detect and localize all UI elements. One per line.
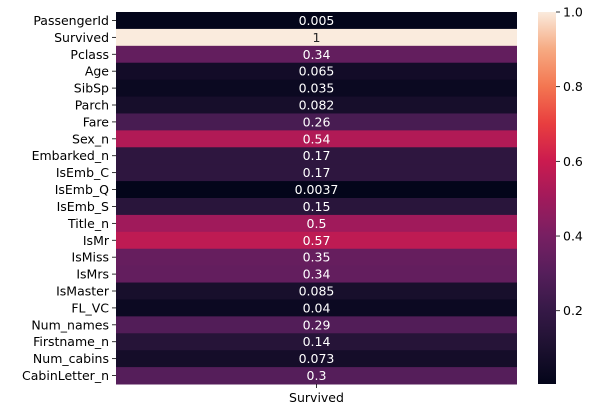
y-tick-label: Fare <box>83 114 110 129</box>
y-tick-label: FL_VC <box>71 300 109 315</box>
y-tick-label: Age <box>85 64 109 79</box>
cell-value-label: 0.15 <box>303 199 331 214</box>
heatmap-cell <box>116 12 517 30</box>
heatmap-cell <box>116 214 517 233</box>
heatmap-cell <box>116 299 517 317</box>
y-tick-label: IsEmb_S <box>57 199 109 214</box>
heatmap-cell <box>116 45 517 64</box>
cell-value-label: 0.17 <box>303 165 331 180</box>
cell-value-label: 0.54 <box>303 131 331 146</box>
cell-value-label: 0.35 <box>303 250 331 265</box>
y-tick-label: PassengerId <box>33 13 109 28</box>
heatmap-cell <box>116 147 517 165</box>
y-tick-label: IsEmb_Q <box>55 182 109 197</box>
cell-value-label: 0.3 <box>307 368 327 383</box>
cell-value-label: 0.34 <box>303 267 331 282</box>
heatmap-cell <box>116 181 517 199</box>
y-tick-label: IsMrs <box>76 267 109 282</box>
heatmap-cell <box>116 282 517 300</box>
colorbar-tick-label: 1.0 <box>563 5 583 20</box>
heatmap-cell <box>116 96 517 114</box>
y-tick-labels: PassengerId Survived Pclass Age SibSp ParchFa… <box>22 13 116 383</box>
y-tick-label: Embarked_n <box>32 148 109 163</box>
y-tick-label: CabinLetter_n <box>22 368 109 383</box>
heatmap-cell <box>116 316 517 334</box>
cell-value-label: 0.085 <box>299 284 335 299</box>
colorbar-tick-label: 0.6 <box>563 154 583 169</box>
cell-value-label: 0.035 <box>299 81 335 96</box>
colorbar-tick-label: 0.4 <box>563 229 583 244</box>
y-tick-label: Title_n <box>67 216 109 231</box>
colorbar-gradient <box>538 12 556 384</box>
heatmap-cell <box>116 350 517 368</box>
y-tick-label: Firstname_n <box>33 334 109 349</box>
heatmap-cell <box>116 62 517 81</box>
y-tick-label: IsEmb_C <box>56 165 109 180</box>
cell-value-label: 0.073 <box>299 351 335 366</box>
y-tick-label: Pclass <box>70 47 109 62</box>
y-tick-label: IsMr <box>83 233 110 248</box>
heatmap-cell <box>116 333 517 351</box>
heatmap-cell <box>116 198 517 216</box>
y-tick-label: Parch <box>75 98 109 113</box>
colorbar-tick-label: 0.2 <box>563 303 583 318</box>
colorbar-tick-label: 0.8 <box>563 79 583 94</box>
heatmap-cell <box>116 248 517 267</box>
cell-value-label: 0.04 <box>303 300 331 315</box>
y-tick-label: Sex_n <box>72 131 109 146</box>
cell-value-label: 0.0037 <box>295 182 339 197</box>
cell-value-label: 0.14 <box>303 334 331 349</box>
cell-value-label: 0.005 <box>299 13 335 28</box>
heatmap-cell <box>116 164 517 182</box>
y-tick-label: Num_cabins <box>33 351 109 366</box>
x-tick-labels: Survived <box>289 384 344 405</box>
cell-value-label: 1 <box>313 30 321 45</box>
heatmap-cell <box>116 79 517 98</box>
y-tick-label: Survived <box>54 30 109 45</box>
heatmap-cell <box>116 113 517 131</box>
heatmap-cell <box>116 367 517 385</box>
heatmap-cell <box>116 28 517 47</box>
colorbar: 0.2 0.4 0.6 0.8 1.0 <box>538 5 583 384</box>
cell-value-label: 0.082 <box>299 98 335 113</box>
cell-value-label: 0.17 <box>303 148 331 163</box>
y-tick-label: SibSp <box>74 81 109 96</box>
y-tick-label: IsMiss <box>72 250 109 265</box>
x-tick-label: Survived <box>289 390 344 405</box>
y-tick-label: IsMaster <box>56 284 110 299</box>
cell-value-label: 0.34 <box>303 47 331 62</box>
cell-value-label: 0.29 <box>303 317 331 332</box>
y-tick-label: Num_names <box>31 317 109 332</box>
heatmap-cell <box>116 265 517 284</box>
cell-value-label: 0.065 <box>299 64 335 79</box>
cell-value-label: 0.57 <box>303 233 331 248</box>
cell-value-label: 0.5 <box>307 216 327 231</box>
cell-value-label: 0.26 <box>303 114 331 129</box>
heatmap-cell <box>116 231 517 250</box>
heatmap-cell <box>116 130 517 148</box>
